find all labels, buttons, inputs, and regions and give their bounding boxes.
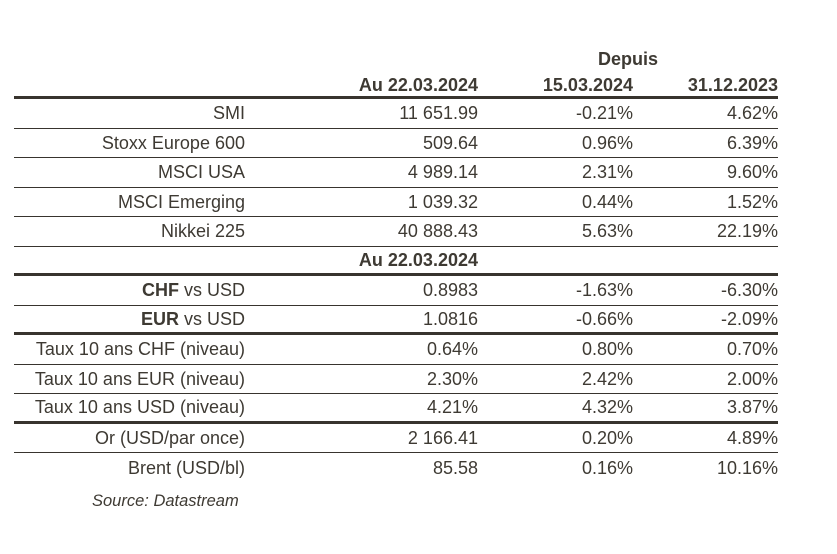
row-value: 1 039.32 (407, 191, 478, 212)
row-value: 4 989.14 (407, 162, 478, 183)
row-label: Taux 10 ans CHF (niveau) (35, 339, 245, 360)
row-value: 2 166.41 (407, 427, 478, 448)
row-change-since-ytd: 6.39% (726, 132, 778, 153)
row-value: 4.21% (426, 397, 478, 418)
table-row-nikkei: Nikkei 225 40 888.43 5.63% 22.19% (14, 217, 778, 247)
table-row-brent: Brent (USD/bl) 85.58 0.16% 10.16% (14, 453, 778, 483)
table-row-gold: Or (USD/par once) 2 166.41 0.20% 4.89% (14, 424, 778, 453)
col-header-date-ytd: 31.12.2023 (687, 74, 778, 95)
row-value: 0.8983 (422, 280, 478, 301)
table-row-rate-eur: Taux 10 ans EUR (niveau) 2.30% 2.42% 2.0… (14, 365, 778, 394)
currency-code: EUR (140, 308, 179, 329)
header-depuis-label: Depuis (597, 49, 658, 69)
section-header-row: Au 22.03.2024 (14, 247, 778, 276)
header-depuis-row: Depuis (14, 46, 778, 73)
row-label: Taux 10 ans USD (niveau) (34, 397, 245, 418)
table-row-stoxx: Stoxx Europe 600 509.64 0.96% 6.39% (14, 129, 778, 158)
row-change-since-week: 0.80% (581, 339, 633, 360)
row-change-since-ytd: 0.70% (726, 339, 778, 360)
row-change-since-ytd: 10.16% (716, 457, 778, 478)
market-data-table: Depuis Au 22.03.2024 15.03.2024 31.12.20… (14, 46, 778, 511)
row-change-since-ytd: -2.09% (720, 308, 778, 329)
row-label: MSCI USA (157, 162, 245, 183)
row-label: Brent (USD/bl) (127, 457, 245, 478)
row-change-since-ytd: -6.30% (720, 280, 778, 301)
row-label: EUR vs USD (14, 310, 245, 328)
row-change-since-ytd: 1.52% (726, 191, 778, 212)
table-row-chf-usd: CHF vs USD 0.8983 -1.63% -6.30% (14, 276, 778, 306)
row-change-since-week: 0.20% (581, 427, 633, 448)
table-row-msci-usa: MSCI USA 4 989.14 2.31% 9.60% (14, 158, 778, 188)
row-value: 1.0816 (422, 308, 478, 329)
row-label: MSCI Emerging (117, 191, 245, 212)
row-change-since-ytd: 4.62% (726, 103, 778, 124)
row-value: 40 888.43 (397, 221, 478, 242)
row-value: 11 651.99 (399, 103, 478, 124)
table-row-msci-emerging: MSCI Emerging 1 039.32 0.44% 1.52% (14, 188, 778, 217)
row-change-since-week: -0.66% (575, 308, 633, 329)
section-header-date: Au 22.03.2024 (358, 249, 478, 270)
table-row-smi: SMI 11 651.99 -0.21% 4.62% (14, 99, 778, 129)
row-change-since-week: 2.31% (581, 162, 633, 183)
row-change-since-week: 0.16% (581, 457, 633, 478)
row-change-since-week: 5.63% (581, 221, 633, 242)
header-dates-row: Au 22.03.2024 15.03.2024 31.12.2023 (14, 73, 778, 99)
row-change-since-ytd: 4.89% (726, 427, 778, 448)
source-note: Source: Datastream (92, 491, 239, 510)
row-label: Nikkei 225 (160, 221, 245, 242)
row-change-since-week: -0.21% (575, 103, 633, 124)
currency-pair-rest: vs USD (183, 308, 245, 329)
row-change-since-week: 2.42% (581, 368, 633, 389)
col-header-date-current: Au 22.03.2024 (358, 74, 478, 95)
row-change-since-week: 0.44% (581, 191, 633, 212)
row-value: 509.64 (422, 132, 478, 153)
row-value: 85.58 (432, 457, 478, 478)
row-value: 2.30% (426, 368, 478, 389)
col-header-date-week: 15.03.2024 (542, 74, 633, 95)
currency-code: CHF (141, 280, 179, 301)
row-change-since-ytd: 2.00% (726, 368, 778, 389)
table-row-eur-usd: EUR vs USD 1.0816 -0.66% -2.09% (14, 306, 778, 335)
row-value: 0.64% (426, 339, 478, 360)
row-label: CHF vs USD (14, 281, 245, 299)
row-label: Taux 10 ans EUR (niveau) (34, 368, 245, 389)
row-change-since-ytd: 9.60% (726, 162, 778, 183)
row-change-since-week: 4.32% (581, 397, 633, 418)
table-row-rate-chf: Taux 10 ans CHF (niveau) 0.64% 0.80% 0.7… (14, 335, 778, 365)
row-change-since-ytd: 3.87% (726, 397, 778, 418)
row-label: Or (USD/par once) (94, 427, 245, 448)
row-change-since-week: 0.96% (581, 132, 633, 153)
row-change-since-ytd: 22.19% (716, 221, 778, 242)
row-label: SMI (212, 103, 245, 124)
currency-pair-rest: vs USD (183, 280, 245, 301)
table-row-rate-usd: Taux 10 ans USD (niveau) 4.21% 4.32% 3.8… (14, 394, 778, 424)
row-label: Stoxx Europe 600 (101, 132, 245, 153)
row-change-since-week: -1.63% (575, 280, 633, 301)
